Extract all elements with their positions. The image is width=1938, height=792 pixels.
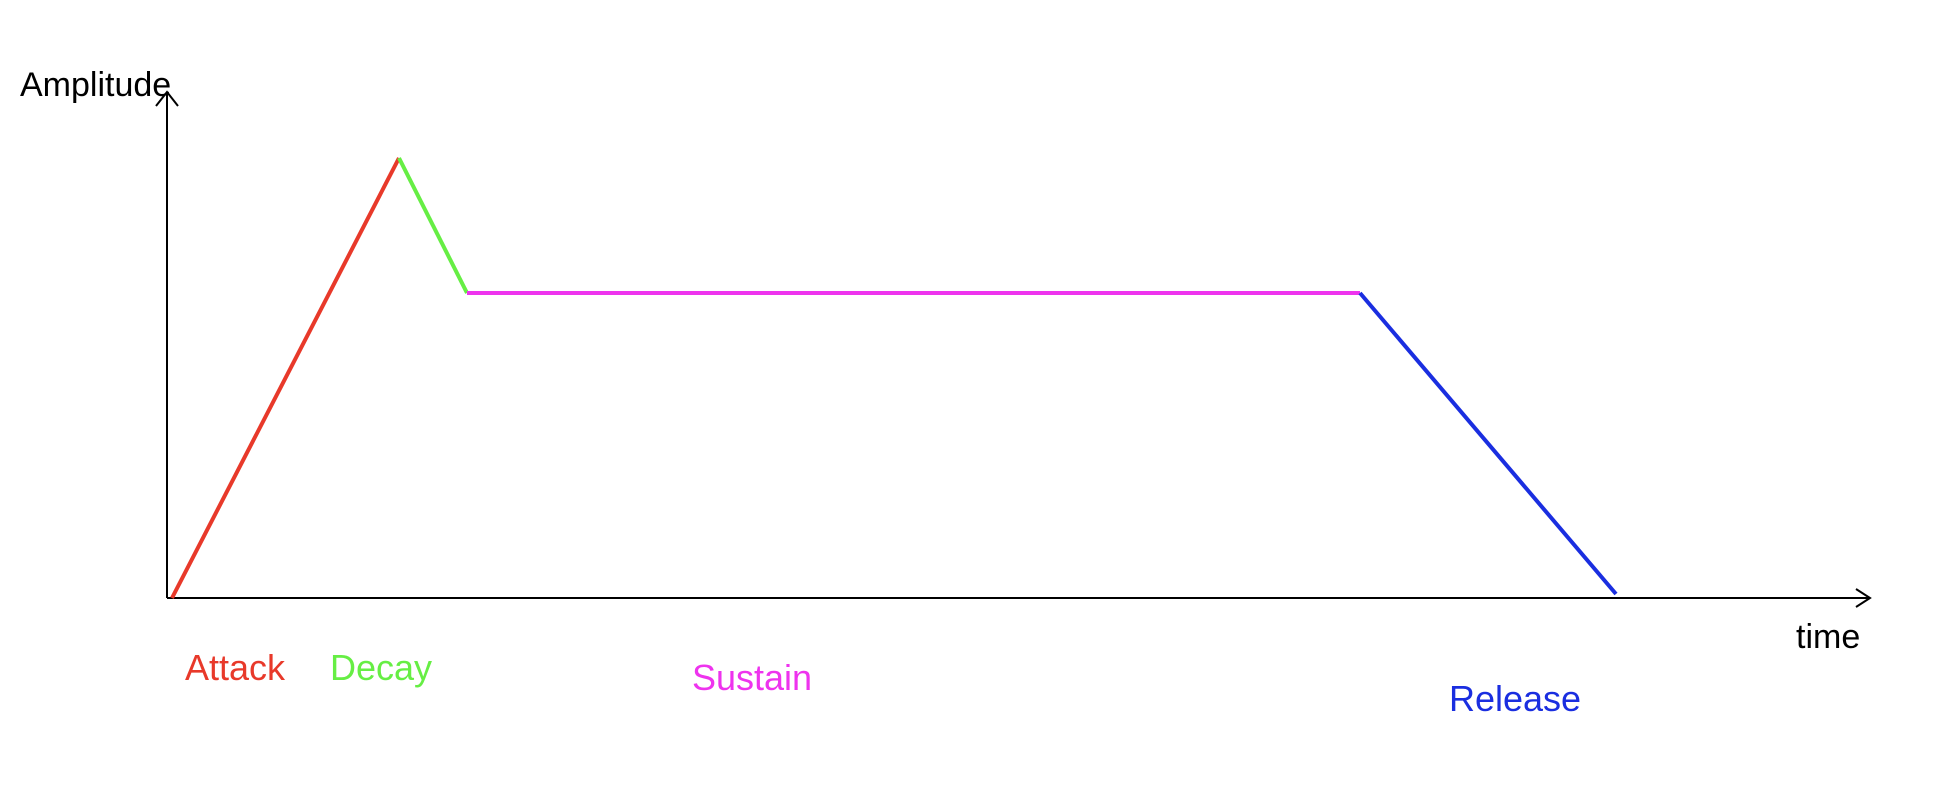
- attack-label: Attack: [185, 647, 286, 688]
- attack-segment: [170, 157, 401, 599]
- release-label: Release: [1449, 678, 1582, 719]
- x-axis-label: time: [1796, 618, 1861, 656]
- sustain-label: Sustain: [692, 657, 813, 698]
- y-axis-arrowhead: [155, 90, 179, 107]
- release-segment: [1358, 291, 1618, 596]
- decay-label: Decay: [330, 647, 433, 688]
- decay-segment: [397, 157, 469, 294]
- y-axis-label: Amplitude: [20, 66, 172, 104]
- x-axis-arrowhead: [1855, 588, 1872, 608]
